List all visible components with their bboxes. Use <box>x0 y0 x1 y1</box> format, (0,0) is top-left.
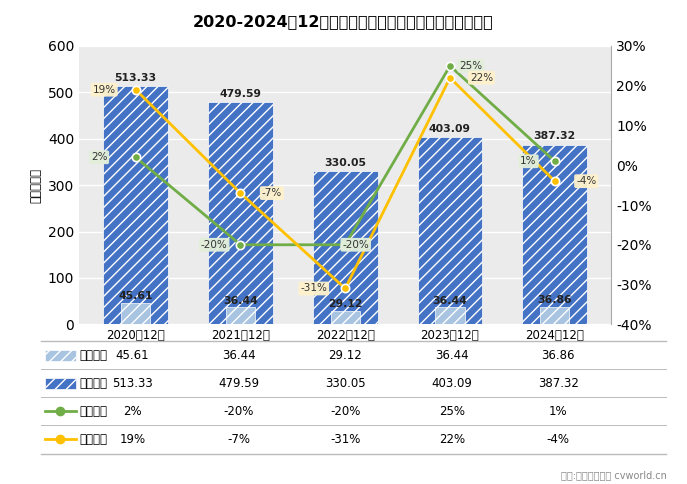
Text: 479.59: 479.59 <box>218 377 259 390</box>
Text: 403.09: 403.09 <box>431 377 472 390</box>
Text: -7%: -7% <box>227 433 250 446</box>
Bar <box>436 307 464 324</box>
Text: -7%: -7% <box>262 188 282 198</box>
Text: 19%: 19% <box>93 85 116 95</box>
Text: 36.44: 36.44 <box>433 296 467 305</box>
Text: 2020-2024年12月商用车销量及增幅走势（单位：万辆）: 2020-2024年12月商用车销量及增幅走势（单位：万辆） <box>193 15 494 29</box>
Text: 36.44: 36.44 <box>222 349 256 362</box>
Text: 22%: 22% <box>470 73 493 83</box>
Text: 330.05: 330.05 <box>324 158 366 168</box>
Bar <box>418 137 482 324</box>
Text: -20%: -20% <box>201 240 227 250</box>
同比增幅 <box>550 158 559 164</box>
同比增幅 <box>236 242 245 248</box>
Text: 累计增幅: 累计增幅 <box>79 433 107 446</box>
Bar <box>103 86 168 324</box>
累计增幅 <box>446 75 454 81</box>
Text: -31%: -31% <box>300 284 327 293</box>
Y-axis label: 单位：万辆: 单位：万辆 <box>30 167 42 203</box>
Bar <box>522 145 587 324</box>
Text: 387.32: 387.32 <box>538 377 578 390</box>
Text: 29.12: 29.12 <box>328 349 362 362</box>
累计增幅 <box>341 286 350 291</box>
同比增幅 <box>132 154 140 160</box>
Text: 29.12: 29.12 <box>328 299 363 309</box>
Text: -31%: -31% <box>330 433 361 446</box>
Bar <box>208 102 273 324</box>
Text: 387.32: 387.32 <box>534 131 576 141</box>
Text: 45.61: 45.61 <box>115 349 149 362</box>
Text: 25%: 25% <box>439 405 464 418</box>
Text: 2%: 2% <box>123 405 142 418</box>
Text: 36.86: 36.86 <box>541 349 575 362</box>
Text: 1%: 1% <box>549 405 567 418</box>
Text: 36.44: 36.44 <box>435 349 469 362</box>
累计增幅 <box>132 87 140 92</box>
Bar <box>313 171 378 324</box>
Line: 累计增幅: 累计增幅 <box>131 74 559 293</box>
Bar <box>121 303 150 324</box>
Text: -4%: -4% <box>547 433 570 446</box>
Text: 当月销量: 当月销量 <box>79 349 107 362</box>
Line: 同比增幅: 同比增幅 <box>131 61 559 249</box>
Text: 45.61: 45.61 <box>118 291 153 301</box>
Text: -20%: -20% <box>330 405 361 418</box>
Text: 479.59: 479.59 <box>219 89 262 99</box>
Text: 19%: 19% <box>119 433 146 446</box>
同比增幅 <box>341 242 350 248</box>
Text: 36.44: 36.44 <box>223 296 258 305</box>
Bar <box>226 307 255 324</box>
Text: 513.33: 513.33 <box>115 73 157 83</box>
Text: -4%: -4% <box>576 176 596 186</box>
Text: 2%: 2% <box>91 152 107 162</box>
Bar <box>540 307 570 324</box>
Text: -20%: -20% <box>342 240 369 250</box>
Text: 330.05: 330.05 <box>325 377 365 390</box>
Text: 22%: 22% <box>438 433 465 446</box>
Text: 累计销量: 累计销量 <box>79 377 107 390</box>
Text: 25%: 25% <box>460 61 482 71</box>
Text: 36.86: 36.86 <box>537 295 572 305</box>
Text: -20%: -20% <box>223 405 254 418</box>
Text: 1%: 1% <box>520 156 537 166</box>
同比增幅 <box>446 63 454 69</box>
Bar <box>330 311 360 324</box>
累计增幅 <box>550 178 559 184</box>
Text: 制图:第一商用车网 cvworld.cn: 制图:第一商用车网 cvworld.cn <box>561 470 666 480</box>
Text: 同比增幅: 同比增幅 <box>79 405 107 418</box>
累计增幅 <box>236 190 245 196</box>
Text: 513.33: 513.33 <box>112 377 153 390</box>
Text: 403.09: 403.09 <box>429 124 471 134</box>
